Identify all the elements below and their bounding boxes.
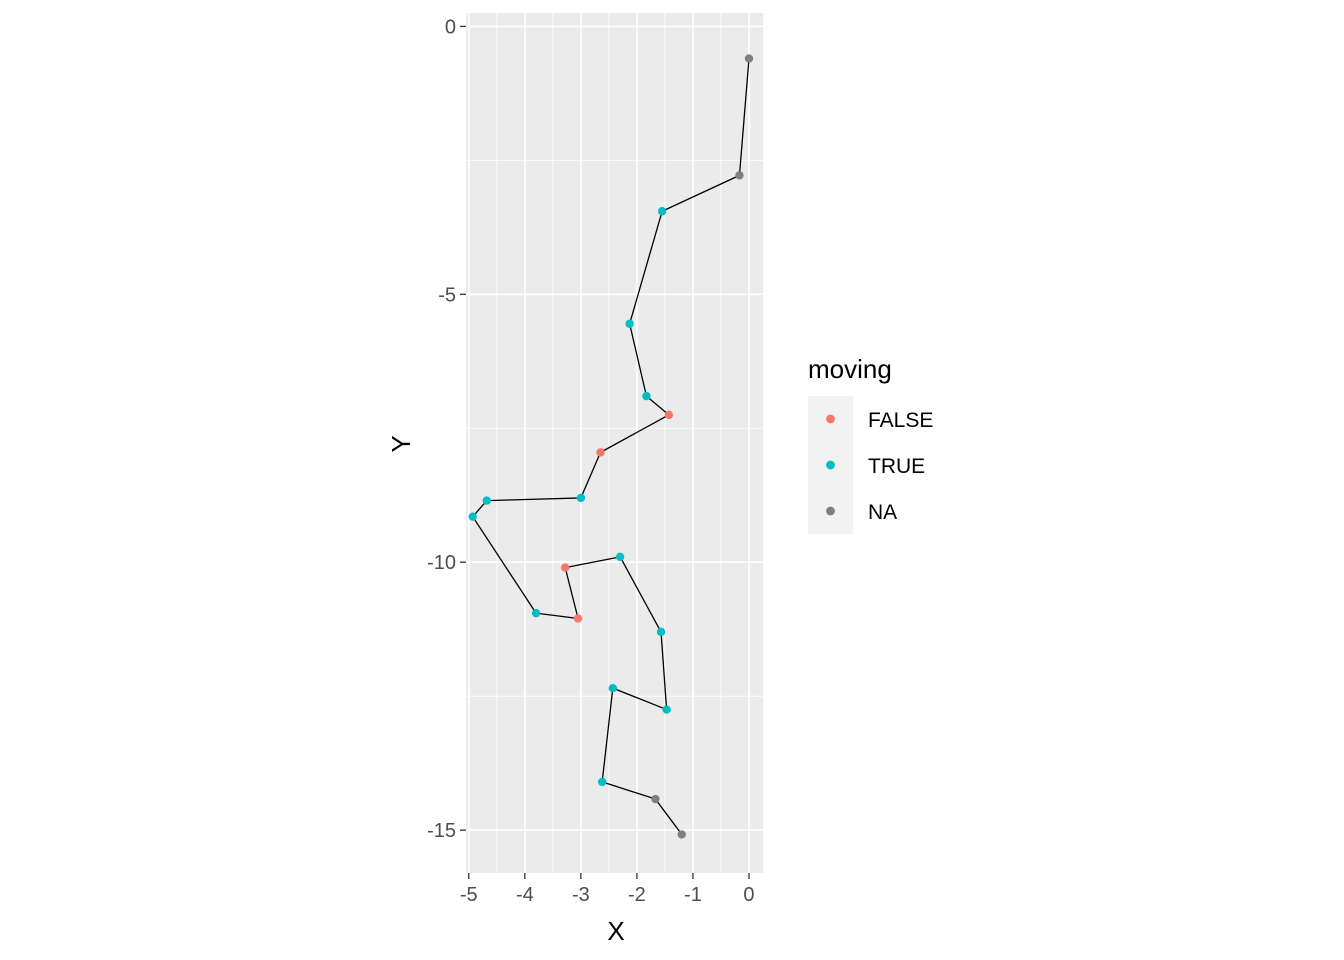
path-segment	[535, 612, 579, 620]
data-point	[531, 608, 541, 618]
legend-title: moving	[808, 354, 892, 384]
data-point	[608, 683, 618, 693]
path-segment	[661, 174, 740, 212]
y-tick-label: 0	[445, 16, 456, 38]
x-axis-title: X	[607, 916, 624, 946]
data-point	[468, 512, 477, 521]
legend-key-false	[826, 414, 835, 424]
data-point	[664, 410, 674, 420]
data-point	[596, 448, 605, 457]
x-tick-label: 0	[743, 884, 754, 906]
panel-background	[466, 13, 763, 873]
data-point	[576, 493, 586, 503]
y-tick-label: -15	[427, 820, 456, 842]
x-tick-label: -3	[572, 884, 590, 906]
path-segment	[486, 497, 581, 502]
data-point	[615, 552, 625, 562]
path-segment	[646, 395, 670, 416]
x-tick-label: -5	[460, 884, 478, 906]
path-segment	[660, 631, 668, 710]
path-segment	[628, 323, 648, 397]
data-point	[657, 207, 667, 216]
data-point	[560, 563, 570, 572]
data-point	[482, 496, 491, 505]
path-segment	[619, 556, 662, 633]
legend-label-true: TRUE	[868, 455, 925, 478]
legend-key-true	[826, 460, 835, 470]
legend-label-false: FALSE	[868, 409, 933, 432]
legend: moving FALSE TRUE NA	[808, 354, 933, 534]
data-point	[656, 627, 666, 637]
path-segment	[601, 688, 614, 782]
path-segment	[600, 414, 670, 453]
x-tick-label: -4	[516, 884, 534, 906]
plot-panel	[466, 13, 763, 873]
data-point	[677, 830, 686, 839]
y-axis: 0 -5 -10 -15	[427, 16, 466, 842]
data-point	[642, 391, 651, 401]
path-segment	[564, 567, 579, 619]
y-tick-label: -10	[427, 552, 456, 574]
data-point	[625, 319, 634, 328]
path-segment	[612, 687, 667, 711]
y-axis-title: Y	[386, 435, 416, 452]
path-segment	[472, 516, 537, 614]
x-axis: -5 -4 -3 -2 -1 0	[460, 873, 755, 906]
data-point	[573, 614, 583, 623]
data-point	[744, 54, 754, 63]
path-segment	[565, 556, 621, 569]
path-segment	[654, 798, 683, 835]
legend-key-na	[826, 506, 835, 516]
data-point	[735, 171, 744, 180]
data-point	[662, 705, 671, 714]
data-point	[597, 777, 607, 787]
y-tick-label: -5	[438, 284, 456, 306]
path-segment	[738, 58, 750, 176]
path-segment	[601, 781, 656, 800]
x-tick-label: -2	[628, 884, 646, 906]
path-segment	[580, 452, 602, 499]
data-point	[651, 794, 660, 804]
path-segment	[629, 211, 663, 324]
legend-label-na: NA	[868, 501, 897, 524]
x-tick-label: -1	[684, 884, 702, 906]
